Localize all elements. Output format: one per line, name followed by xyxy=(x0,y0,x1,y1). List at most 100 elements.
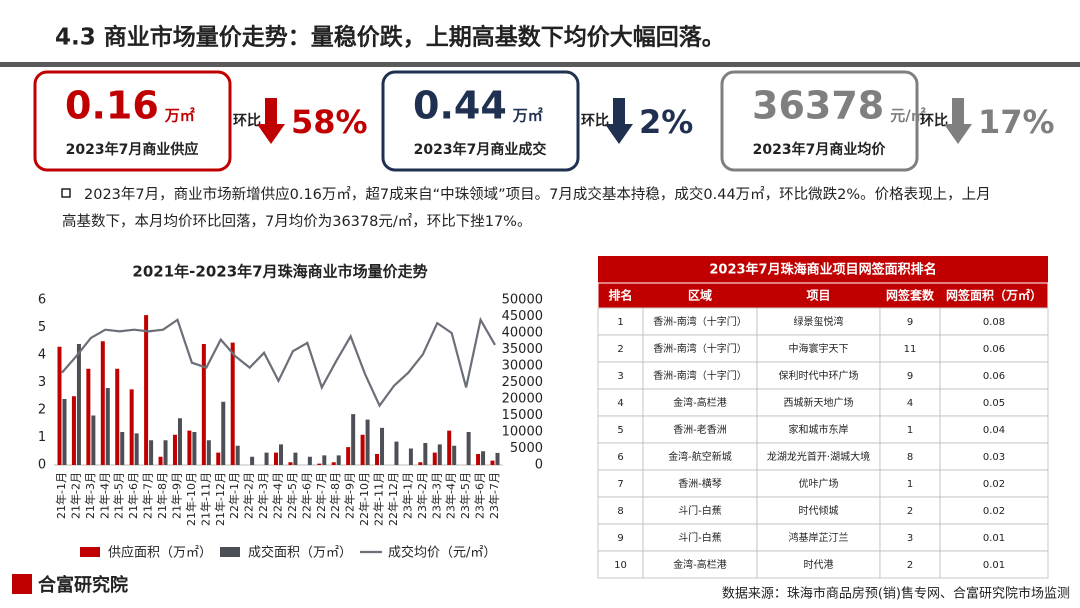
table-cell: 0.06 xyxy=(983,344,1005,355)
table-cell: 3 xyxy=(907,533,913,544)
x-tick-label: 21年-11月 xyxy=(198,472,212,526)
kpi-unit: 万㎡ xyxy=(164,107,195,125)
x-tick-label: 22年-3月 xyxy=(256,472,270,519)
bar xyxy=(360,434,365,465)
table-cell: 10 xyxy=(614,560,627,571)
kpi-value: 0.44 xyxy=(413,84,507,128)
kpi-label: 2023年7月商业成交 xyxy=(414,141,547,158)
kpi-label: 2023年7月商业均价 xyxy=(753,141,887,158)
bar xyxy=(177,418,182,465)
table-cell-bg xyxy=(756,334,881,363)
table-cell: 6 xyxy=(617,452,623,463)
table-cell: 龙湖龙光首开·湖城大境 xyxy=(767,450,870,463)
table-cell: 0.05 xyxy=(983,398,1005,409)
table-cell-bg xyxy=(939,496,1049,525)
legend-label: 供应面积（万㎡） xyxy=(108,545,212,561)
bar xyxy=(71,396,76,465)
table-cell-bg xyxy=(756,496,881,525)
kpi-value: 0.16 xyxy=(65,84,159,128)
y-tick-label: 2 xyxy=(38,403,46,418)
y2-tick-label: 40000 xyxy=(502,326,543,341)
bar xyxy=(336,455,341,465)
kpi-unit: 元/㎡ xyxy=(890,107,925,125)
bar xyxy=(91,415,96,465)
kpi-box xyxy=(33,70,232,172)
y2-tick-label: 50000 xyxy=(502,293,543,308)
bar xyxy=(62,399,67,465)
table-cell: 金湾-高栏港 xyxy=(673,396,727,409)
table-cell-bg xyxy=(939,388,1049,417)
bar xyxy=(134,433,139,465)
y2-tick-label: 20000 xyxy=(502,392,543,407)
bar xyxy=(317,463,322,465)
y2-tick-label: 25000 xyxy=(502,375,543,390)
table-cell-bg xyxy=(879,361,941,390)
x-tick-label: 21年-3月 xyxy=(83,472,97,519)
x-tick-label: 22年-11月 xyxy=(372,472,386,526)
bar xyxy=(86,368,91,465)
bar xyxy=(476,454,481,465)
bullet-text: 2023年7月，商业市场新增供应0.16万㎡，超7成来自“中珠领域”项目。7月成… xyxy=(84,185,991,203)
y2-tick-label: 10000 xyxy=(502,425,543,440)
price-line xyxy=(61,316,496,408)
table-cell: 9 xyxy=(617,533,623,544)
table-cell: 0.06 xyxy=(983,371,1005,382)
table-cell-bg xyxy=(642,361,758,390)
table-cell: 0.08 xyxy=(983,317,1005,328)
table-cell: 香洲-老香洲 xyxy=(673,423,727,436)
table-cell-bg xyxy=(597,361,644,390)
table-cell: 香洲-南湾（十字门） xyxy=(653,369,747,382)
change-value: 58% xyxy=(291,103,368,141)
table-cell: 0.04 xyxy=(983,425,1005,436)
y2-tick-label: 35000 xyxy=(502,342,543,357)
bar xyxy=(250,456,255,465)
bar xyxy=(216,452,221,465)
down-arrow xyxy=(257,98,285,144)
x-tick-label: 23年-4月 xyxy=(444,472,458,519)
table-cell: 斗门-白蕉 xyxy=(678,504,722,517)
x-tick-label: 22年-4月 xyxy=(271,472,285,519)
table-cell-bg xyxy=(642,523,758,552)
table-cell-bg xyxy=(939,442,1049,471)
table-cell-bg xyxy=(879,496,941,525)
y-tick-label: 0 xyxy=(38,458,46,473)
bar xyxy=(375,454,380,465)
y-tick-label: 6 xyxy=(38,293,46,308)
bar xyxy=(466,432,471,465)
table-cell-bg xyxy=(879,550,941,579)
table-cell: 8 xyxy=(907,452,913,463)
bar xyxy=(331,462,336,465)
bar xyxy=(144,315,149,465)
table-cell: 金湾-高栏港 xyxy=(673,558,727,571)
bar xyxy=(481,451,486,465)
y2-tick-label: 45000 xyxy=(502,309,543,324)
x-tick-label: 22年-5月 xyxy=(285,472,299,519)
table-cell: 绿景玺悦湾 xyxy=(794,315,844,328)
legend-swatch xyxy=(220,547,240,557)
table-cell-bg xyxy=(597,307,644,336)
table-header-cell: 网签套数 xyxy=(886,288,935,303)
x-tick-label: 23年-3月 xyxy=(429,472,443,519)
bullet-text: 高基数下，本月均价环比回落，7月均价为36378元/㎡，环比下挫17%。 xyxy=(62,213,531,230)
bar xyxy=(163,440,168,465)
table-cell: 8 xyxy=(617,506,623,517)
legend-swatch xyxy=(80,547,100,557)
table-cell-bg xyxy=(939,307,1049,336)
table-cell: 金湾-航空新城 xyxy=(668,450,732,463)
kpi-box xyxy=(381,70,580,172)
table-cell: 7 xyxy=(617,479,623,490)
bar xyxy=(230,342,235,465)
bar xyxy=(149,440,154,465)
table-cell: 1 xyxy=(617,317,623,328)
y-tick-label: 4 xyxy=(38,348,46,363)
table-cell: 4 xyxy=(907,398,913,409)
table-cell: 保利时代中环广场 xyxy=(779,369,859,382)
bar xyxy=(274,452,278,465)
y-tick-label: 1 xyxy=(38,430,46,445)
x-tick-label: 23年-2月 xyxy=(415,472,429,519)
legend-label: 成交均价（元/㎡） xyxy=(388,545,496,561)
bar xyxy=(172,434,177,465)
kpi-value: 36378 xyxy=(752,84,884,128)
table-cell: 0.03 xyxy=(983,452,1005,463)
